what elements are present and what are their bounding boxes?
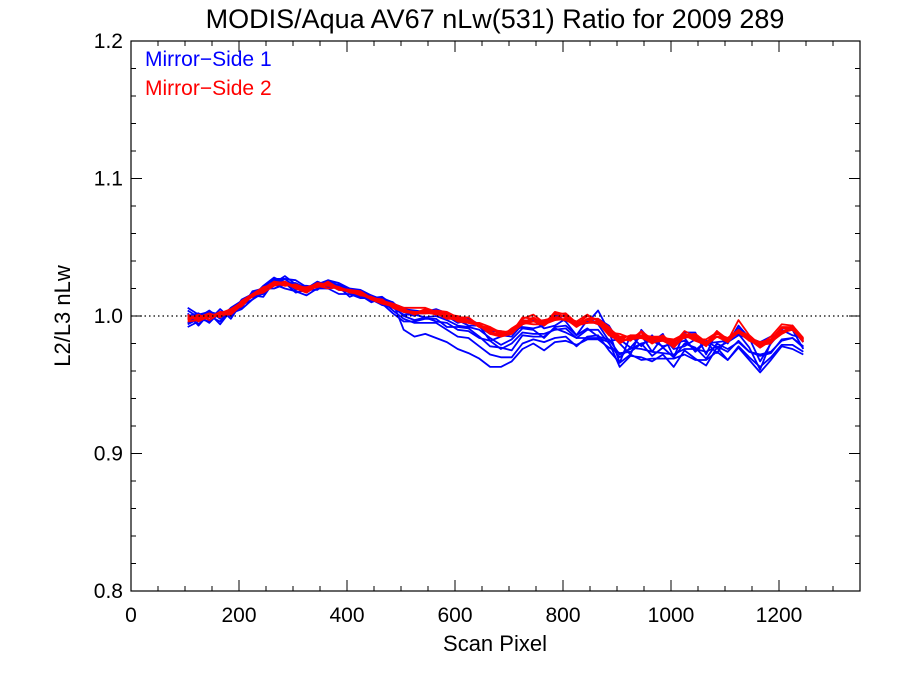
legend-mirror-side-2: Mirror−Side 2 <box>145 77 272 100</box>
series-line-ms1-4 <box>187 283 804 374</box>
legend-mirror-side-1: Mirror−Side 1 <box>145 48 272 71</box>
chart-title: MODIS/Aqua AV67 nLw(531) Ratio for 2009 … <box>206 4 785 34</box>
y-axis-label: L2/L3 nLw <box>50 265 75 367</box>
x-axis-label: Scan Pixel <box>443 631 547 656</box>
series-line-ms1-6 <box>187 283 804 360</box>
x-tick-label: 200 <box>221 604 256 627</box>
y-tick-label: 1.1 <box>94 168 123 191</box>
legend: Mirror−Side 1 Mirror−Side 2 <box>145 48 272 100</box>
series-line-ms1-1 <box>187 279 804 368</box>
y-tick-label: 0.9 <box>94 443 123 466</box>
x-tick-label: 800 <box>545 604 580 627</box>
series-line-ms2-16 <box>187 282 804 349</box>
plot-lines <box>187 275 805 374</box>
y-tick-label: 1.2 <box>94 30 123 53</box>
x-tick-label: 1200 <box>756 604 803 627</box>
x-tick-label: 0 <box>125 604 137 627</box>
x-tick-label: 600 <box>437 604 472 627</box>
x-tick-label: 1000 <box>648 604 695 627</box>
axes: 0 200 400 600 800 1000 1200 0.8 0.9 1.0 1.1 1.2 <box>94 30 861 627</box>
series-line-ms1-7 <box>187 277 805 368</box>
y-tick-label: 0.8 <box>94 580 123 603</box>
y-tick-label: 1.0 <box>94 305 123 328</box>
x-tick-label: 400 <box>329 604 364 627</box>
